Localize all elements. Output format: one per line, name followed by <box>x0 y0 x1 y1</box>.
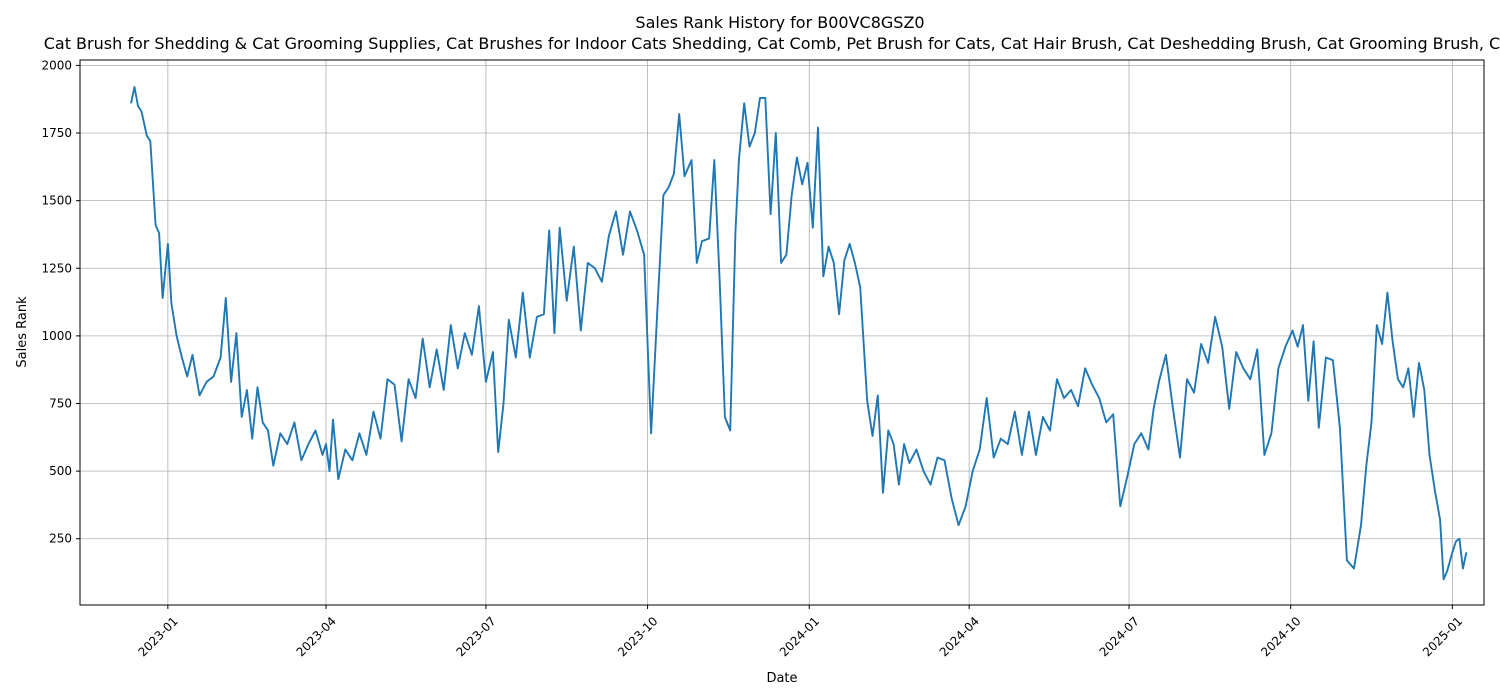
series-line <box>130 86 1468 581</box>
y-tick-label: 500 <box>49 464 72 478</box>
x-tick-label: 2024-10 <box>1258 614 1303 659</box>
x-tick-label: 2024-04 <box>937 614 982 659</box>
y-tick-label: 750 <box>49 396 72 410</box>
y-tick-label: 1250 <box>41 261 72 275</box>
x-axis-ticks: 2023-01 2023-04 2023-07 2023-10 2024-01 2024-… <box>135 605 1465 659</box>
series-layer <box>130 86 1468 581</box>
grid-lines <box>80 60 1484 605</box>
x-tick-label: 2024-07 <box>1097 614 1142 659</box>
x-tick-label: 2025-01 <box>1420 614 1465 659</box>
y-tick-label: 250 <box>49 532 72 546</box>
x-axis-label: Date <box>766 671 797 686</box>
chart-subtitle: Cat Brush for Shedding & Cat Grooming Su… <box>43 34 1500 53</box>
x-tick-label: 2024-01 <box>777 614 822 659</box>
y-tick-label: 2000 <box>41 58 72 72</box>
y-tick-label: 1750 <box>41 126 72 140</box>
x-tick-label: 2023-01 <box>135 614 180 659</box>
y-tick-label: 1500 <box>41 194 72 208</box>
x-tick-label: 2023-07 <box>453 614 498 659</box>
x-tick-label: 2023-04 <box>294 614 339 659</box>
chart-title: Sales Rank History for B00VC8GSZ0 <box>635 13 925 32</box>
x-tick-label: 2023-10 <box>615 614 660 659</box>
y-axis-ticks: 250 500 750 1000 1250 1500 1750 2000 <box>41 58 80 546</box>
y-axis-label: Sales Rank <box>15 296 30 368</box>
y-tick-label: 1000 <box>41 329 72 343</box>
plot-area-frame <box>79 59 1485 606</box>
